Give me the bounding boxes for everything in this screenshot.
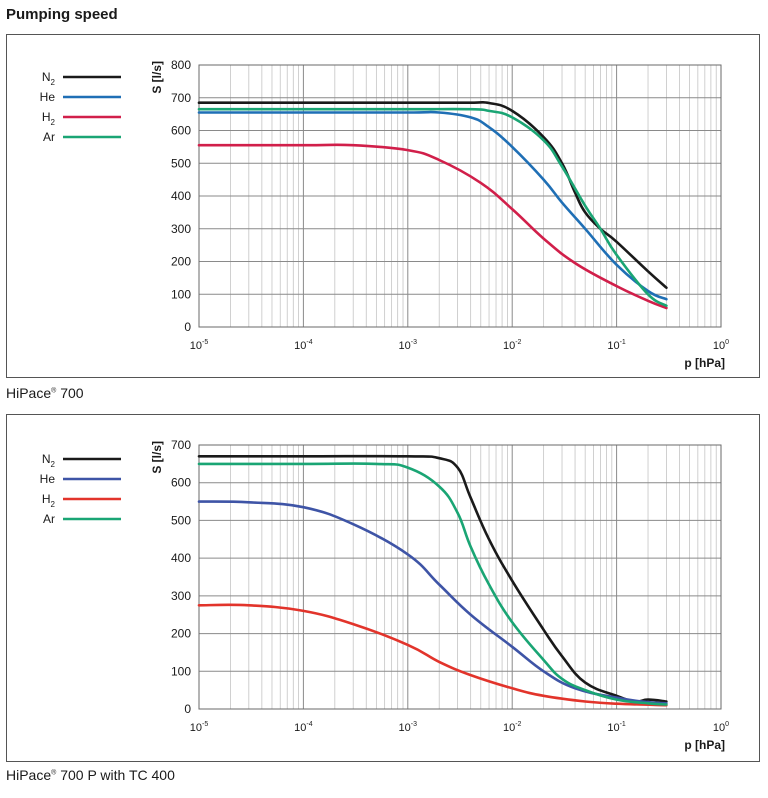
y-tick-label: 100	[171, 664, 191, 678]
x-tick-label: 10-3	[399, 339, 418, 352]
y-tick-label: 600	[171, 476, 191, 490]
caption-product-name: HiPace	[6, 385, 52, 401]
legend-label: N2	[42, 452, 56, 469]
page-title: Pumping speed	[6, 6, 118, 23]
y-tick-label: 200	[171, 255, 191, 269]
x-tick-label: 10-4	[294, 721, 313, 734]
chart-svg: 0 100 200 300 400 500 600 700 800 10-5 10-4 10-3 10-…	[40, 58, 730, 370]
plot-frame	[198, 64, 722, 328]
registered-mark: ®	[51, 769, 57, 777]
series-line-h2	[197, 143, 668, 310]
y-tick-label: 800	[171, 58, 191, 72]
y-tick-label: 500	[171, 156, 191, 170]
x-tick-label: 10-2	[503, 721, 522, 734]
x-tick-label: 10-3	[399, 721, 418, 734]
y-tick-label: 400	[171, 551, 191, 565]
legend: N2 He H2 Ar	[40, 70, 121, 144]
y-tick-label: 100	[171, 287, 191, 301]
chart-svg: 0 100 200 300 400 500 600 700 10-5 10-4 10-3 10-2 10…	[40, 438, 730, 752]
legend-label: He	[40, 90, 56, 104]
series-line-ar	[197, 107, 668, 307]
y-tick-label: 600	[171, 124, 191, 138]
y-tick-label: 200	[171, 627, 191, 641]
series-line-ar	[197, 462, 668, 706]
legend: N2 He H2 Ar	[40, 452, 121, 526]
grid	[198, 444, 721, 710]
legend-label: He	[40, 472, 56, 486]
y-tick-label: 300	[171, 222, 191, 236]
x-axis-label: p [hPa]	[684, 356, 725, 370]
caption-model: 700 P with TC 400	[60, 767, 175, 783]
legend-label: Ar	[43, 512, 55, 526]
legend-label: H2	[42, 110, 56, 127]
series-line-h2	[197, 603, 668, 707]
x-tick-label: 100	[713, 339, 729, 352]
x-tick-label: 10-1	[607, 339, 626, 352]
caption-product-name: HiPace	[6, 767, 52, 783]
y-tick-label: 0	[184, 702, 191, 716]
chart-caption-hipace-700: HiPace® 700	[6, 385, 84, 401]
y-tick-label: 0	[184, 320, 191, 334]
series-line-n2	[197, 100, 668, 289]
y-tick-label: 500	[171, 513, 191, 527]
plot-frame	[198, 444, 722, 710]
x-tick-label: 10-2	[503, 339, 522, 352]
x-axis-label: p [hPa]	[684, 738, 725, 752]
y-axis-label: S [l/s]	[150, 61, 164, 94]
series-line-he	[197, 110, 668, 301]
chart-panel-hipace-700: 0 100 200 300 400 500 600 700 800 10-5 10-4 10-3 10-…	[6, 34, 760, 378]
x-tick-label: 10-5	[190, 339, 209, 352]
legend-label: Ar	[43, 130, 55, 144]
y-tick-label: 700	[171, 91, 191, 105]
x-tick-label: 10-5	[190, 721, 209, 734]
legend-label: N2	[42, 70, 56, 87]
caption-model: 700	[60, 385, 84, 401]
y-tick-label: 300	[171, 589, 191, 603]
registered-mark: ®	[51, 387, 57, 395]
y-tick-label: 400	[171, 189, 191, 203]
y-axis-label: S [l/s]	[150, 441, 164, 474]
chart-caption-hipace-700p: HiPace® 700 P with TC 400	[6, 767, 175, 783]
y-tick-label: 700	[171, 438, 191, 452]
x-tick-label: 100	[713, 721, 729, 734]
series-line-he	[197, 500, 668, 705]
legend-label: H2	[42, 492, 56, 509]
x-tick-label: 10-1	[607, 721, 626, 734]
x-tick-label: 10-4	[294, 339, 313, 352]
chart-panel-hipace-700p: 0 100 200 300 400 500 600 700 10-5 10-4 10-3 10-2 10…	[6, 414, 760, 762]
